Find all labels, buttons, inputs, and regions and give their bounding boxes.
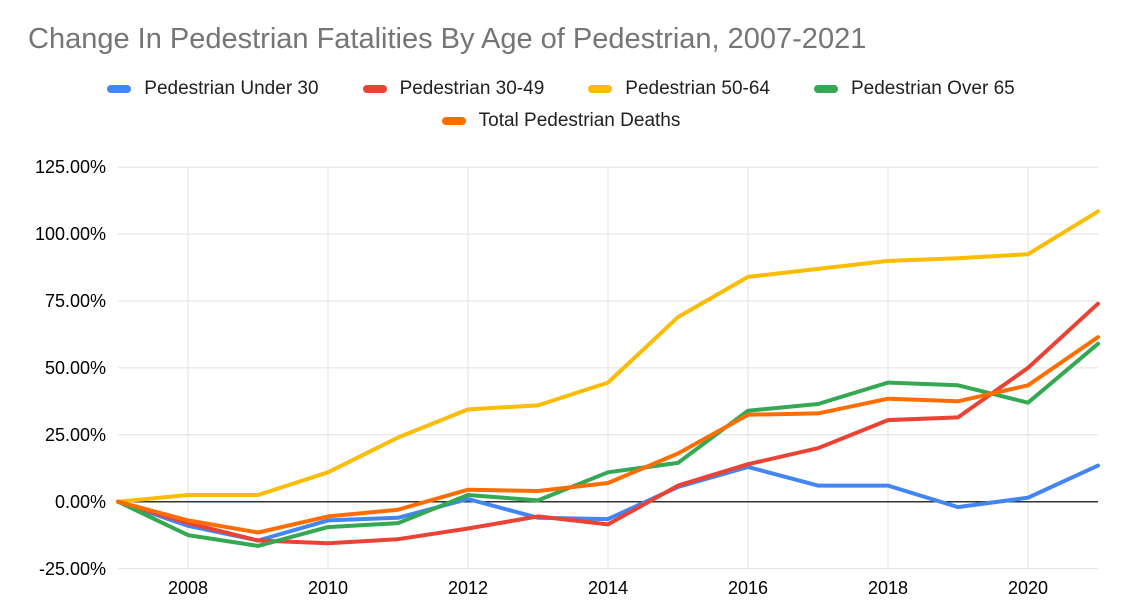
x-axis-tick-label: 2008 (167, 578, 209, 598)
line-series-total-pedestrian-deaths (116, 335, 1100, 535)
legend-item-pedestrian-50-64: Pedestrian 50-64 (588, 78, 770, 100)
x-axis-tick-label: 2012 (447, 578, 489, 598)
x-axis-tick-label: 2020 (1007, 578, 1049, 598)
legend-swatch-orange (441, 117, 466, 125)
legend-label: Pedestrian 50-64 (625, 78, 770, 99)
legend-swatch-green (814, 85, 838, 93)
y-axis-tick-label: 50.00% (44, 357, 106, 378)
line-series-pedestrian-over-65 (116, 341, 1100, 548)
legend-item-pedestrian-30-49: Pedestrian 30-49 (362, 78, 545, 100)
y-axis-tick-label: -25.00% (38, 558, 106, 579)
y-axis-tick-label: 0.00% (54, 491, 106, 512)
legend-label: Pedestrian Over 65 (851, 78, 1015, 99)
y-axis-tick-label: 25.00% (44, 424, 106, 445)
y-axis-tick-label: 100.00% (34, 224, 106, 245)
legend-row-1: Pedestrian Under 30 Pedestrian 30-49 Ped… (0, 78, 1122, 100)
y-axis-tick-label: 75.00% (44, 291, 106, 311)
x-axis-tick-label: 2016 (727, 578, 769, 598)
x-axis-tick-label: 2010 (307, 578, 349, 598)
legend-item-pedestrian-over-65: Pedestrian Over 65 (814, 78, 1015, 100)
legend-swatch-blue (107, 85, 132, 93)
x-axis-tick-label: 2014 (587, 578, 629, 598)
legend-swatch-red (362, 85, 387, 93)
legend-swatch-yellow (588, 85, 613, 93)
legend-item-total-pedestrian-deaths: Total Pedestrian Deaths (441, 110, 681, 132)
y-axis-tick-label: 125.00% (34, 157, 106, 178)
chart-title: Change In Pedestrian Fatalities By Age o… (28, 23, 867, 55)
line-series-pedestrian-under-30 (116, 463, 1100, 543)
x-axis-tick-label: 2018 (867, 578, 909, 598)
legend-row-2: Total Pedestrian Deaths (0, 110, 1122, 132)
legend-label: Total Pedestrian Deaths (478, 110, 681, 131)
legend-label: Pedestrian Under 30 (144, 78, 319, 99)
legend-item-pedestrian-under-30: Pedestrian Under 30 (107, 78, 319, 100)
legend-label: Pedestrian 30-49 (399, 78, 545, 99)
line-series-pedestrian-50-64 (116, 209, 1100, 504)
